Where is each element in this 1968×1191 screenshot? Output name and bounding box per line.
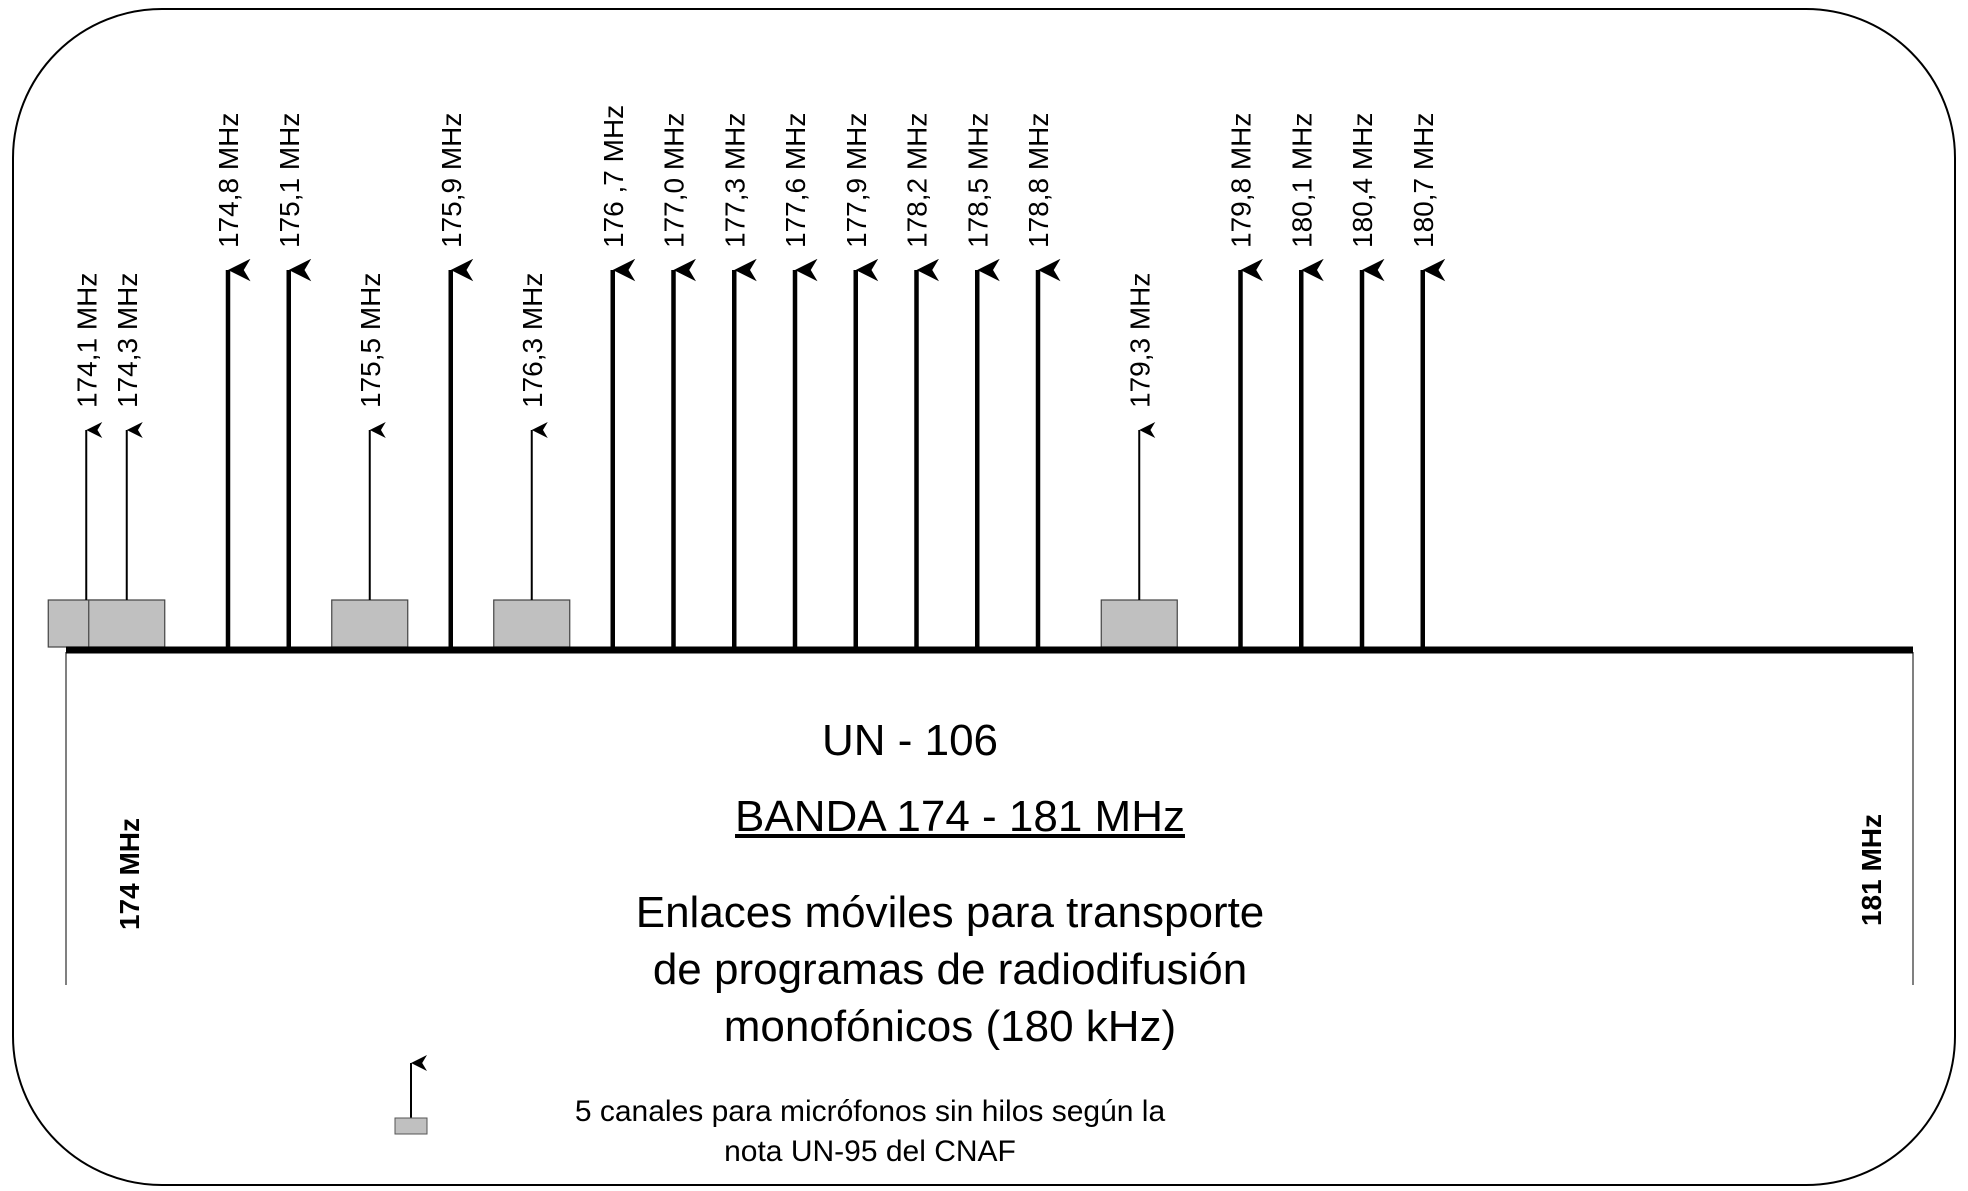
microphone-channel-box — [331, 599, 409, 648]
microphone-channel-box — [493, 599, 571, 648]
description-line: Enlaces móviles para transporte — [635, 888, 1265, 937]
link-channel: 177,3 MHz — [719, 113, 757, 650]
link-channel: 175,9 MHz — [436, 113, 474, 650]
band-start-label: 174 MHz — [114, 818, 145, 930]
link-channel: 180,1 MHz — [1286, 113, 1324, 650]
link-channel: 178,2 MHz — [902, 113, 939, 650]
legend-text: 5 canales para micrófonos sin hilos segú… — [480, 1092, 1260, 1172]
band-end-label: 181 MHz — [1856, 814, 1887, 926]
link-channel: 177,9 MHz — [841, 113, 879, 650]
link-channel: 179,8 MHz — [1226, 113, 1263, 650]
link-channel: 174,8 MHz — [213, 113, 251, 650]
frequency-label: 178,2 MHz — [902, 113, 933, 248]
frequency-label: 176,3 MHz — [517, 273, 548, 408]
microphone-channel-box — [88, 599, 166, 648]
microphone-channel: 174,3 MHz — [88, 273, 166, 648]
frequency-label: 177,0 MHz — [659, 113, 690, 248]
frequency-label: 180,4 MHz — [1347, 113, 1378, 248]
frequency-label: 175,1 MHz — [274, 113, 305, 248]
frequency-label: 180,1 MHz — [1286, 113, 1317, 248]
frequency-label: 175,5 MHz — [355, 273, 386, 408]
frequency-label: 179,3 MHz — [1124, 273, 1155, 408]
band-title: BANDA 174 - 181 MHz — [560, 792, 1360, 842]
microphone-channel-box — [1100, 599, 1178, 648]
description-line: monofónicos (180 kHz) — [723, 1002, 1177, 1051]
link-channel: 175,1 MHz — [274, 113, 312, 650]
frequency-label: 177,3 MHz — [719, 113, 750, 248]
band-title-text: BANDA 174 - 181 MHz — [735, 792, 1185, 841]
microphone-channel: 176,3 MHz — [493, 273, 571, 648]
legend-microphone-icon — [394, 1055, 428, 1135]
frequency-label: 177,6 MHz — [780, 113, 811, 248]
link-channel: 178,5 MHz — [962, 113, 1000, 650]
microphone-channel: 175,5 MHz — [331, 273, 409, 648]
diagram-frame — [12, 8, 1956, 1186]
microphone-channel: 174,1 MHz — [47, 273, 125, 648]
frequency-label: 176 ,7 MHz — [598, 105, 629, 248]
microphone-channel: 179,3 MHz — [1100, 273, 1178, 648]
frequency-label: 175,9 MHz — [436, 113, 467, 248]
link-channel: 178,8 MHz — [1023, 113, 1061, 650]
legend-line: 5 canales para micrófonos sin hilos segú… — [574, 1095, 1166, 1128]
frequency-label: 179,8 MHz — [1226, 113, 1257, 248]
link-channel: 180,4 MHz — [1347, 113, 1385, 650]
frequency-label: 174,3 MHz — [112, 273, 143, 408]
frequency-label: 178,8 MHz — [1023, 113, 1054, 248]
frequency-label: 174,8 MHz — [213, 113, 244, 248]
link-channel: 177,6 MHz — [780, 113, 818, 650]
link-channel: 176 ,7 MHz — [598, 105, 636, 650]
link-channel: 180,7 MHz — [1408, 113, 1446, 650]
legend-box — [394, 1117, 428, 1135]
link-channel: 177,0 MHz — [659, 113, 696, 650]
description-line: de programas de radiodifusión — [652, 945, 1248, 994]
code-title: UN - 106 — [821, 716, 999, 765]
frequency-label: 180,7 MHz — [1408, 113, 1439, 248]
description: Enlaces móviles para transporte de progr… — [500, 884, 1400, 1055]
frequency-label: 178,5 MHz — [962, 113, 993, 248]
legend-line: nota UN-95 del CNAF — [724, 1135, 1016, 1168]
frequency-label: 174,1 MHz — [71, 273, 102, 408]
frequency-label: 177,9 MHz — [841, 113, 872, 248]
